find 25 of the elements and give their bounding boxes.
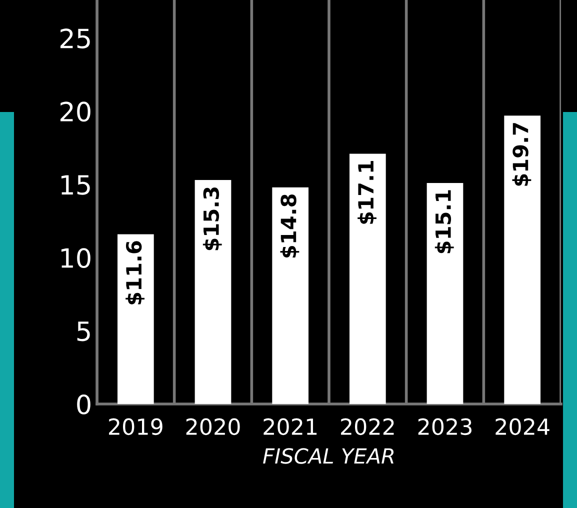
data-label: $15.1 (434, 190, 454, 254)
data-label: $11.6 (126, 241, 144, 304)
bar (504, 116, 541, 404)
bar (426, 182, 464, 404)
x-tick-label: 2023 (418, 418, 472, 436)
bar (194, 180, 232, 404)
y-tick-label: 0 (77, 394, 90, 414)
x-tick-label: 2024 (496, 418, 550, 436)
y-tick-label: 15 (61, 175, 90, 195)
y-tick-label: 20 (60, 102, 90, 122)
y-tick-label: 25 (60, 28, 90, 48)
y-tick-label: 5 (77, 322, 90, 342)
data-label: $17.1 (358, 160, 376, 224)
x-tick-label: 2020 (186, 418, 240, 436)
y-tick-label: 10 (61, 248, 90, 268)
bar (117, 234, 154, 404)
data-label: $15.3 (202, 188, 222, 250)
x-tick-label: 2021 (264, 418, 317, 436)
x-axis-title: FISCAL YEAR (263, 448, 394, 464)
x-tick-label: 2019 (109, 418, 162, 436)
bar (272, 187, 309, 404)
data-label: $19.7 (512, 123, 532, 186)
bar (349, 154, 386, 404)
x-tick-label: 2022 (341, 418, 394, 436)
data-label: $14.8 (280, 194, 300, 258)
